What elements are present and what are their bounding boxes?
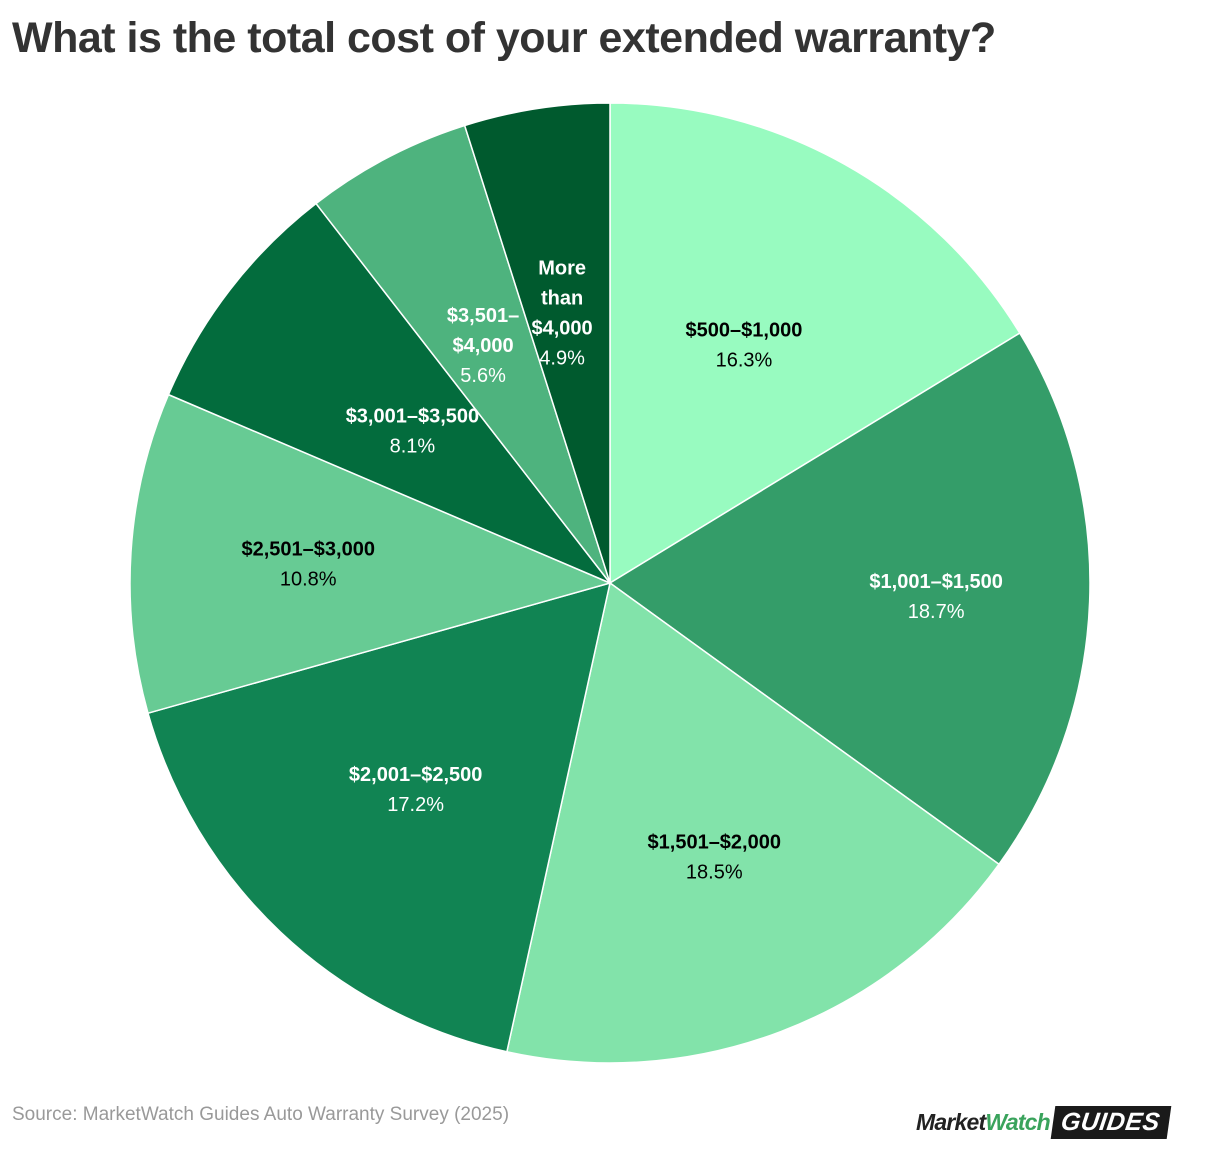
slice-value-label: 16.3% [716, 349, 773, 371]
slice-label: $2,001–$2,500 17.2% [349, 764, 482, 816]
slice-category-label: $2,501–$3,000 [241, 539, 374, 561]
pie-labels: $500–$1,000 16.3% $1,001–$1,500 18.7% $1,501… [241, 258, 1002, 884]
slice-value-label: 8.1% [390, 435, 436, 457]
slice-label: $3,501– $4,000 5.6% [447, 305, 519, 387]
logo-wordmark: MarketWatch [916, 1108, 1051, 1136]
slice-category-label: $2,001–$2,500 [349, 764, 482, 786]
slice-label: $1,501–$2,000 18.5% [648, 832, 781, 884]
pie-slice [167, 202, 611, 584]
slice-category-label: $4,000 [532, 318, 593, 340]
slice-category-label: $4,000 [452, 335, 513, 357]
pie-slice [609, 102, 1021, 584]
slice-category-label: $3,001–$3,500 [346, 405, 479, 427]
slice-category-label: $500–$1,000 [686, 319, 803, 341]
pie-slice [506, 582, 1000, 1064]
source-note: Source: MarketWatch Guides Auto Warranty… [12, 1104, 510, 1125]
chart-title: What is the total cost of your extended … [12, 14, 996, 62]
slice-category-label: $3,501– [447, 305, 519, 327]
slice-value-label: 18.7% [908, 601, 965, 623]
slice-category-label: than [541, 288, 583, 310]
pie-slices [129, 102, 1091, 1064]
pie-slice [609, 332, 1091, 866]
slice-label: More than $4,000 4.9% [532, 258, 593, 370]
slice-value-label: 4.9% [539, 348, 585, 370]
slice-value-label: 17.2% [387, 794, 444, 816]
slice-label: $2,501–$3,000 10.8% [241, 539, 374, 591]
slice-value-label: 18.5% [686, 862, 743, 884]
slice-label: $1,001–$1,500 18.7% [869, 571, 1002, 623]
slice-value-label: 5.6% [460, 365, 506, 387]
slice-label: $500–$1,000 16.3% [686, 319, 803, 371]
pie-slice [129, 393, 611, 714]
slice-value-label: 10.8% [280, 569, 337, 591]
slice-category-label: More [538, 258, 586, 280]
pie-slice [315, 124, 611, 584]
pie-slice [463, 102, 611, 584]
marketwatch-guides-logo: MarketWatch GUIDES [916, 1102, 1172, 1142]
logo-market-text: Market [916, 1108, 986, 1135]
logo-guides-badge: GUIDES [1050, 1105, 1172, 1139]
slice-category-label: $1,001–$1,500 [869, 571, 1002, 593]
slice-category-label: $1,501–$2,000 [648, 832, 781, 854]
logo-watch-text: Watch [985, 1108, 1050, 1135]
slice-label: $3,001–$3,500 8.1% [346, 405, 479, 457]
pie-slice [147, 582, 611, 1053]
